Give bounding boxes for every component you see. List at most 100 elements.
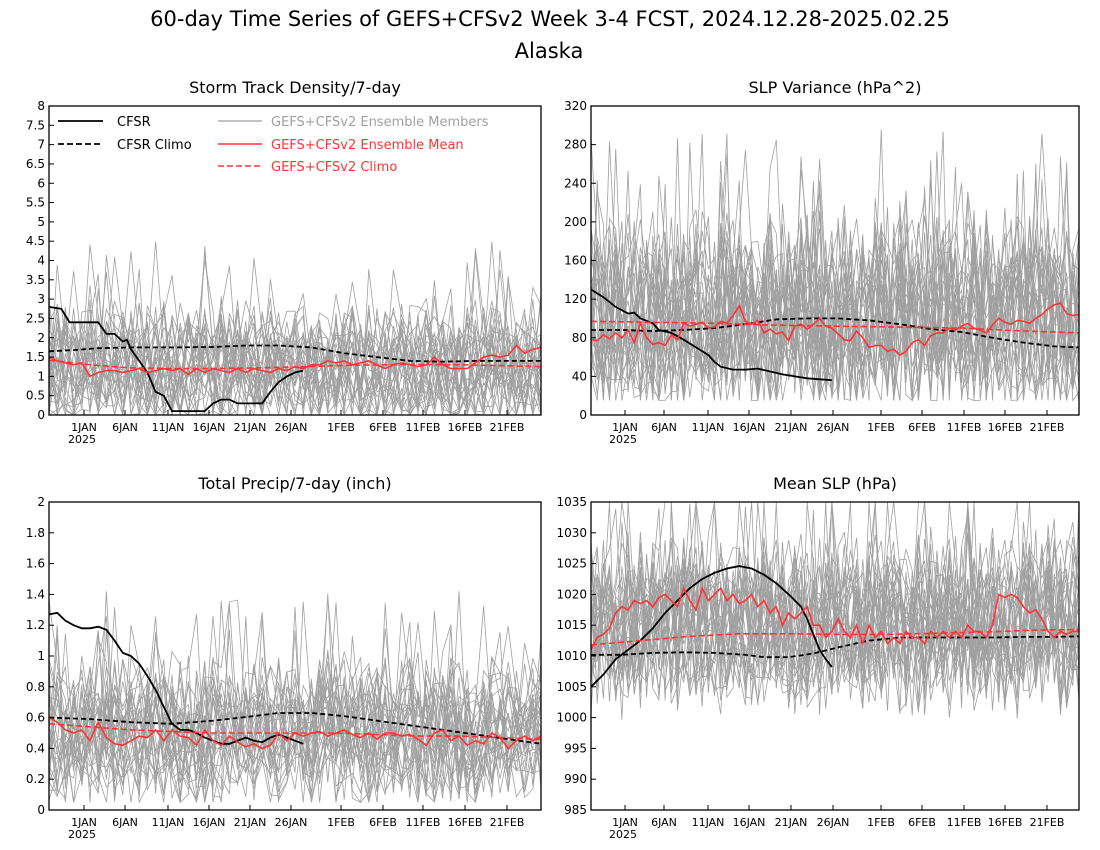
y-tick-label: 6 <box>37 176 45 190</box>
y-tick-label: 985 <box>564 803 587 817</box>
legend-label-members: GEFS+CFSv2 Ensemble Members <box>271 115 489 130</box>
x-tick-label: 21FEB <box>1030 816 1065 829</box>
y-tick-label: 0.5 <box>26 389 45 403</box>
ensemble-member-line <box>49 248 541 415</box>
legend-label-gefs-climo: GEFS+CFSv2 Climo <box>271 160 397 175</box>
y-tick-label: 1025 <box>556 557 587 571</box>
x-tick-label: 21JAN <box>775 816 808 829</box>
ensemble-member-line <box>49 293 541 415</box>
x-tick-label: 21FEB <box>490 421 525 434</box>
y-tick-label: 1 <box>37 369 45 383</box>
chart-panel-2: SLP Variance (hPa^2) 0 40 80 120 160 200 240 280… <box>564 78 1080 446</box>
y-tick-label: 1000 <box>556 711 587 725</box>
y-tick-label: 0 <box>37 408 45 422</box>
x-tick-label: 11FEB <box>406 816 441 829</box>
y-tick-label: 1035 <box>556 495 587 509</box>
x-tick-label: 16JAN <box>733 421 766 434</box>
series-line-cfsr-climo <box>49 712 541 745</box>
ensemble-member-line <box>49 602 541 803</box>
series-line-cfsr <box>591 288 832 382</box>
y-tick-label: 995 <box>564 741 587 755</box>
panel-title: Mean SLP (hPa) <box>773 474 897 493</box>
x-tick-label: 6JAN <box>112 421 138 434</box>
ensemble-member-line <box>591 502 1079 719</box>
series-line-gefs-cfsv2-ensemble-mean <box>591 586 1079 651</box>
series-line-cfsr <box>49 611 304 745</box>
x-tick-label: 1FEB <box>327 816 355 829</box>
y-tick-label: 1010 <box>556 649 587 663</box>
y-tick-label: 280 <box>564 138 587 152</box>
y-tick-label: 1015 <box>556 618 587 632</box>
y-tick-label: 1.4 <box>26 587 45 601</box>
x-tick-label: 26JAN <box>817 816 850 829</box>
ensemble-member-line <box>49 601 541 803</box>
ensemble-member-line <box>591 502 1079 699</box>
legend-label-ens-mean: GEFS+CFSv2 Ensemble Mean <box>271 138 464 153</box>
x-tick-label: 21JAN <box>234 816 267 829</box>
series-line-cfsr <box>49 306 304 413</box>
series-line-gefs-cfsv2-climo <box>49 359 541 370</box>
x-tick-label: 1JAN <box>71 816 97 829</box>
main-subtitle: Alaska <box>515 39 584 63</box>
ensemble-member-line <box>49 633 541 804</box>
x-tick-label: 26JAN <box>275 816 308 829</box>
y-tick-label: 1005 <box>556 680 587 694</box>
series-line-cfsr-climo <box>591 317 1079 349</box>
ensemble-member-line <box>591 133 1079 402</box>
plot-area <box>591 502 1079 720</box>
y-tick-label: 40 <box>572 369 587 383</box>
series-line-cfsr-climo <box>591 635 1079 659</box>
x-tick-label: 6JAN <box>651 421 677 434</box>
x-tick-label: 11JAN <box>692 421 725 434</box>
ensemble-member-line <box>591 219 1079 401</box>
x-tick-label: 6FEB <box>908 816 936 829</box>
x-tick-label: 16FEB <box>988 421 1023 434</box>
x-tick-label: 26JAN <box>817 421 850 434</box>
series-line-gefs-cfsv2-ensemble-mean <box>591 302 1079 357</box>
ensemble-member-line <box>49 249 541 415</box>
series-line-gefs-cfsv2-climo <box>49 723 541 740</box>
x-tick-label: 6FEB <box>369 816 397 829</box>
y-tick-label: 5 <box>37 215 45 229</box>
y-tick-label: 1.8 <box>26 526 45 540</box>
y-tick-label: 1.2 <box>26 618 45 632</box>
x-tick-label: 6JAN <box>651 816 677 829</box>
x-tick-label: 1JAN <box>612 816 638 829</box>
y-tick-label: 2.5 <box>26 311 45 325</box>
plot-area <box>49 591 541 804</box>
x-tick-label: 1JAN <box>612 421 638 434</box>
ensemble-member-line <box>591 170 1079 401</box>
y-tick-label: 0.8 <box>26 680 45 694</box>
ensemble-member-line <box>591 198 1079 401</box>
series-line-gefs-cfsv2-climo <box>591 320 1079 334</box>
y-tick-label: 0.6 <box>26 711 45 725</box>
y-tick-label: 0 <box>579 408 587 422</box>
ensemble-member-line <box>49 616 541 803</box>
ensemble-member-line <box>49 285 541 415</box>
x-tick-label: 21JAN <box>234 421 267 434</box>
ensemble-member-line <box>591 215 1079 394</box>
x-tick-label: 21FEB <box>490 816 525 829</box>
y-tick-label: 0.2 <box>26 772 45 786</box>
y-tick-label: 3 <box>37 292 45 306</box>
x-tick-label: 21JAN <box>775 421 808 434</box>
legend-label-cfsr-climo: CFSR Climo <box>117 138 192 153</box>
plot-area <box>49 241 541 415</box>
x-tick-label: 16JAN <box>193 421 226 434</box>
y-tick-label: 1030 <box>556 526 587 540</box>
y-tick-label: 7 <box>37 138 45 152</box>
y-tick-label: 160 <box>564 254 587 268</box>
x-tick-label: 26JAN <box>275 421 308 434</box>
x-tick-label: 11FEB <box>406 421 441 434</box>
x-tick-label: 16JAN <box>193 816 226 829</box>
x-tick-label: 6FEB <box>908 421 936 434</box>
x-year-label: 2025 <box>609 828 637 841</box>
series-line-gefs-cfsv2-climo <box>591 628 1079 646</box>
y-tick-label: 2 <box>37 331 45 345</box>
y-tick-label: 2 <box>37 495 45 509</box>
y-tick-label: 200 <box>564 215 587 229</box>
y-tick-label: 320 <box>564 99 587 113</box>
main-title: 60-day Time Series of GEFS+CFSv2 Week 3-… <box>150 7 950 31</box>
x-tick-label: 11JAN <box>152 816 185 829</box>
